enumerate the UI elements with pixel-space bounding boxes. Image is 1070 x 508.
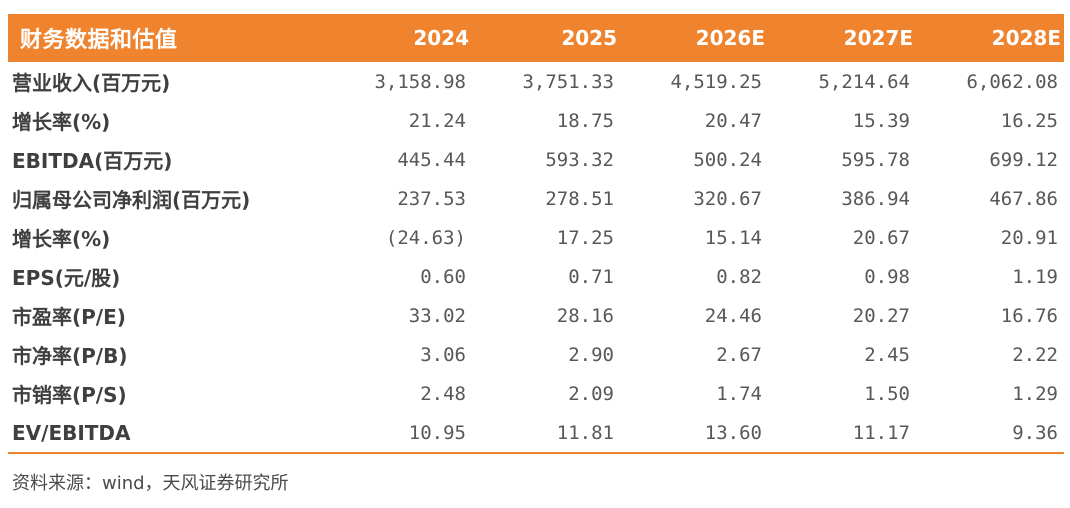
row-label: 增长率(%) (12, 110, 111, 134)
row-value: 16.25 (1000, 109, 1058, 132)
financial-data-table: 财务数据和估值 2024 2025 2026E 2027E 2028E 营业收入… (8, 14, 1064, 495)
row-label: EPS(元/股) (12, 266, 121, 290)
row-value: 1.50 (864, 382, 910, 405)
table-body: 营业收入(百万元) 3,158.98 3,751.33 4,519.25 5,2… (8, 62, 1064, 454)
table-row-net-profit: 归属母公司净利润(百万元) 237.53 278.51 320.67 386.9… (8, 179, 1064, 218)
row-value: 3.06 (420, 343, 466, 366)
row-label: 营业收入(百万元) (12, 71, 171, 95)
col-header-2026e: 2026E (695, 26, 765, 50)
row-value: 3,158.98 (374, 70, 466, 93)
row-label: 市净率(P/B) (12, 344, 128, 368)
row-value: 28.16 (556, 304, 614, 327)
row-value: 20.91 (1000, 226, 1058, 249)
row-value: 445.44 (397, 148, 466, 171)
row-value: 0.82 (716, 265, 762, 288)
table-row-pe: 市盈率(P/E) 33.02 28.16 24.46 20.27 16.76 (8, 296, 1064, 335)
table-title: 财务数据和估值 (20, 28, 178, 53)
row-value: 11.17 (852, 421, 910, 444)
table-row-revenue: 营业收入(百万元) 3,158.98 3,751.33 4,519.25 5,2… (8, 62, 1064, 101)
row-label: 归属母公司净利润(百万元) (12, 188, 251, 212)
row-value: 0.71 (568, 265, 614, 288)
row-value: 2.09 (568, 382, 614, 405)
row-value: 17.25 (556, 226, 614, 249)
row-value: 5,214.64 (818, 70, 910, 93)
row-value: 2.22 (1012, 343, 1058, 366)
row-value: (24.63) (385, 226, 466, 249)
row-value: 2.90 (568, 343, 614, 366)
row-value: 21.24 (408, 109, 466, 132)
col-header-2025: 2025 (561, 26, 617, 50)
row-value: 2.67 (716, 343, 762, 366)
row-value: 11.81 (556, 421, 614, 444)
table-row-ps: 市销率(P/S) 2.48 2.09 1.74 1.50 1.29 (8, 374, 1064, 413)
row-value: 2.45 (864, 343, 910, 366)
row-value: 320.67 (693, 187, 762, 210)
row-value: 18.75 (556, 109, 614, 132)
row-value: 278.51 (545, 187, 614, 210)
table-row-ebitda: EBITDA(百万元) 445.44 593.32 500.24 595.78 … (8, 140, 1064, 179)
row-value: 0.98 (864, 265, 910, 288)
row-value: 500.24 (693, 148, 762, 171)
source-note: 资料来源：wind，天风证券研究所 (12, 473, 289, 494)
row-label: 市销率(P/S) (12, 383, 127, 407)
row-value: 6,062.08 (966, 70, 1058, 93)
row-value: 386.94 (841, 187, 910, 210)
row-value: 1.19 (1012, 265, 1058, 288)
table-row-revenue-growth: 增长率(%) 21.24 18.75 20.47 15.39 16.25 (8, 101, 1064, 140)
row-value: 467.86 (989, 187, 1058, 210)
row-value: 3,751.33 (522, 70, 614, 93)
table-row-profit-growth: 增长率(%) (24.63) 17.25 15.14 20.67 20.91 (8, 218, 1064, 257)
row-value: 33.02 (408, 304, 466, 327)
row-value: 24.46 (704, 304, 762, 327)
row-value: 20.67 (852, 226, 910, 249)
row-value: 16.76 (1000, 304, 1058, 327)
row-value: 595.78 (841, 148, 910, 171)
table-row-eps: EPS(元/股) 0.60 0.71 0.82 0.98 1.19 (8, 257, 1064, 296)
row-label: EV/EBITDA (12, 420, 131, 445)
row-value: 1.29 (1012, 382, 1058, 405)
row-value: 699.12 (989, 148, 1058, 171)
col-header-2028e: 2028E (991, 26, 1061, 50)
row-value: 593.32 (545, 148, 614, 171)
row-value: 20.47 (704, 109, 762, 132)
row-value: 1.74 (716, 382, 762, 405)
col-header-2024: 2024 (413, 26, 469, 50)
row-label: 增长率(%) (12, 227, 111, 251)
row-value: 15.39 (852, 109, 910, 132)
row-value: 0.60 (420, 265, 466, 288)
row-value: 2.48 (420, 382, 466, 405)
row-value: 9.36 (1012, 421, 1058, 444)
row-value: 237.53 (397, 187, 466, 210)
row-value: 15.14 (704, 226, 762, 249)
row-label: EBITDA(百万元) (12, 149, 173, 173)
table-header-row: 财务数据和估值 2024 2025 2026E 2027E 2028E (8, 14, 1064, 62)
row-label: 市盈率(P/E) (12, 305, 126, 329)
row-value: 13.60 (704, 421, 762, 444)
row-value: 10.95 (408, 421, 466, 444)
table-row-pb: 市净率(P/B) 3.06 2.90 2.67 2.45 2.22 (8, 335, 1064, 374)
col-header-2027e: 2027E (843, 26, 913, 50)
row-value: 20.27 (852, 304, 910, 327)
row-value: 4,519.25 (670, 70, 762, 93)
table-row-ev-ebitda: EV/EBITDA 10.95 11.81 13.60 11.17 9.36 (8, 413, 1064, 452)
